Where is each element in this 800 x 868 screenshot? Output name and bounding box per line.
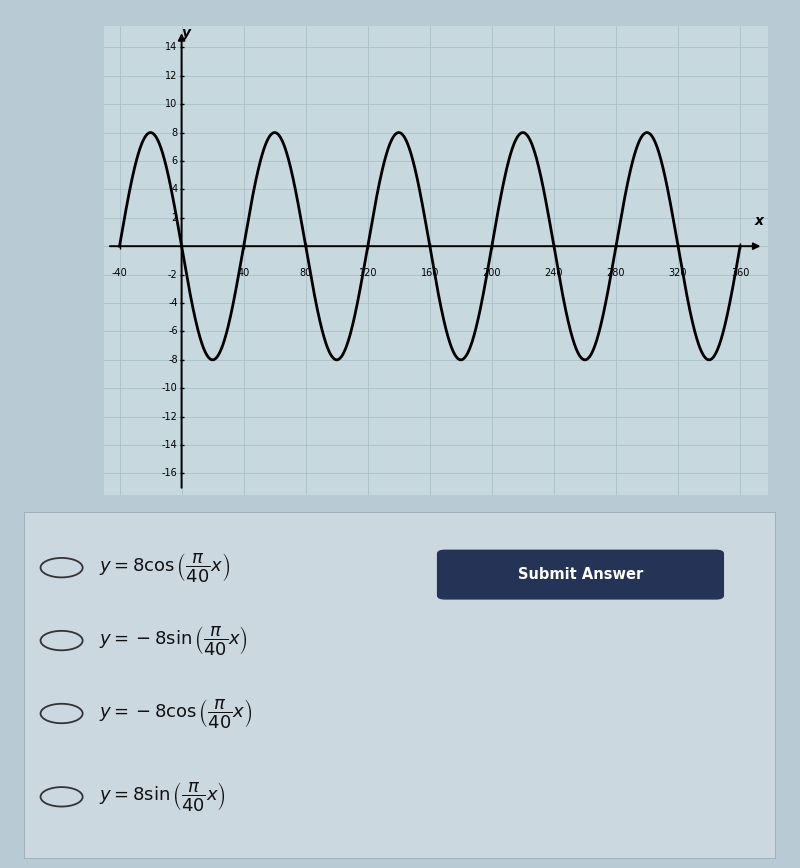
Text: 240: 240 [545, 267, 563, 278]
Text: 6: 6 [171, 156, 178, 166]
Text: 320: 320 [669, 267, 687, 278]
Text: 40: 40 [238, 267, 250, 278]
Text: y: y [182, 26, 191, 40]
Text: 14: 14 [166, 43, 178, 52]
Text: 8: 8 [171, 128, 178, 137]
Text: 200: 200 [482, 267, 501, 278]
FancyBboxPatch shape [438, 550, 723, 599]
Text: 160: 160 [421, 267, 439, 278]
Text: -40: -40 [112, 267, 127, 278]
Text: -16: -16 [162, 469, 178, 478]
Text: 4: 4 [171, 184, 178, 194]
Text: $y = -8\cos\left(\dfrac{\pi}{40}x\right)$: $y = -8\cos\left(\dfrac{\pi}{40}x\right)… [99, 697, 253, 730]
FancyBboxPatch shape [24, 512, 776, 859]
Text: x: x [754, 214, 763, 227]
Text: 120: 120 [358, 267, 377, 278]
Text: Submit Answer: Submit Answer [518, 567, 643, 582]
Text: $y = 8\cos\left(\dfrac{\pi}{40}x\right)$: $y = 8\cos\left(\dfrac{\pi}{40}x\right)$ [99, 551, 230, 584]
Text: -12: -12 [162, 411, 178, 422]
Text: 80: 80 [299, 267, 312, 278]
Text: -14: -14 [162, 440, 178, 450]
Text: $y = -8\sin\left(\dfrac{\pi}{40}x\right)$: $y = -8\sin\left(\dfrac{\pi}{40}x\right)… [99, 624, 248, 657]
Text: 360: 360 [731, 267, 750, 278]
Text: 2: 2 [171, 213, 178, 223]
Text: $y = 8\sin\left(\dfrac{\pi}{40}x\right)$: $y = 8\sin\left(\dfrac{\pi}{40}x\right)$ [99, 780, 226, 813]
Text: -6: -6 [168, 326, 178, 337]
Text: 12: 12 [166, 71, 178, 81]
Text: 280: 280 [606, 267, 626, 278]
Text: -10: -10 [162, 384, 178, 393]
Text: -2: -2 [168, 270, 178, 279]
Text: 10: 10 [166, 99, 178, 109]
Text: -4: -4 [168, 298, 178, 308]
Text: -8: -8 [168, 355, 178, 365]
